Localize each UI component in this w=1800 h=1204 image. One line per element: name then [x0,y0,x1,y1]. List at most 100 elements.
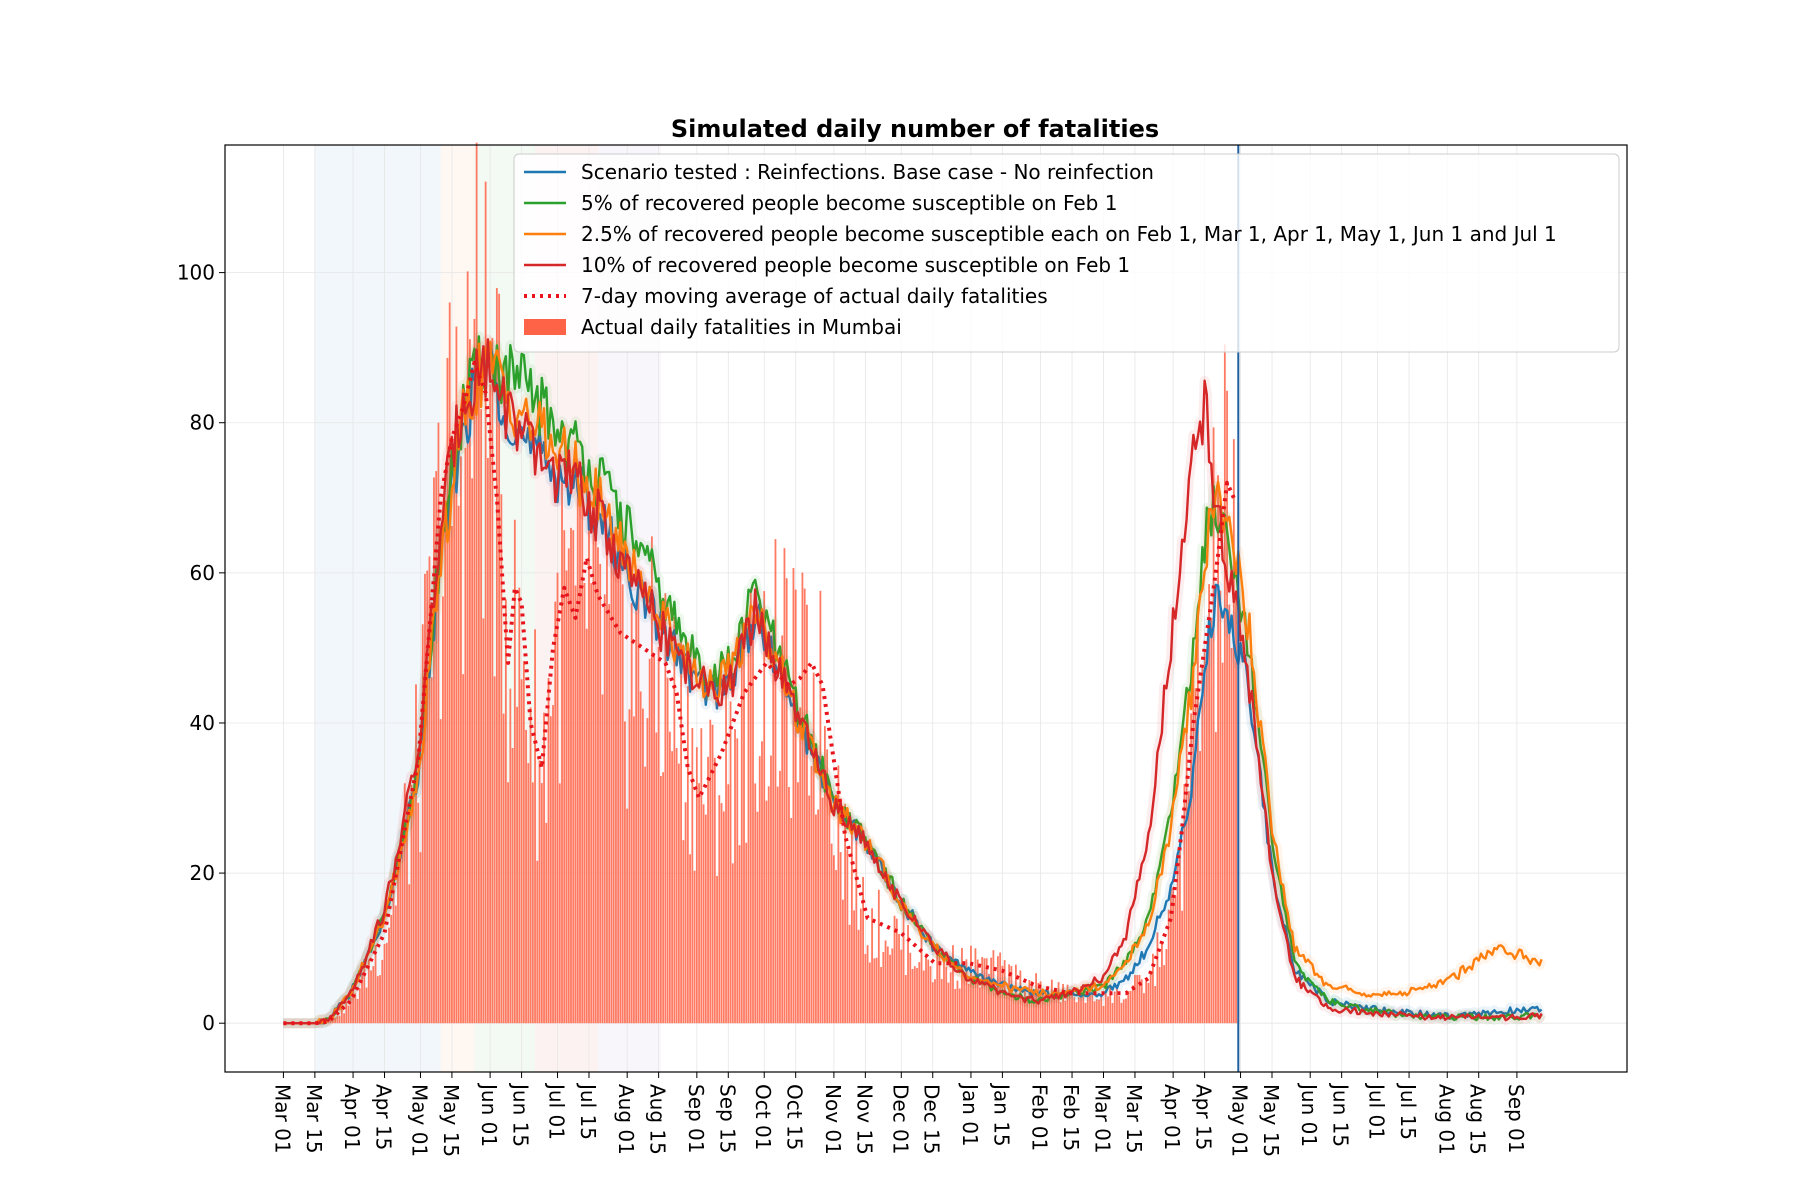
bar-day-144 [606,548,608,1023]
bar-day-91 [487,458,489,1023]
bar-day-257 [860,909,862,1024]
bar-day-162 [646,718,648,1023]
bar-day-422 [1231,648,1233,1023]
bar-day-254 [853,910,855,1023]
bar-day-137 [590,583,592,1023]
bar-day-276 [903,905,905,1023]
bar-day-145 [608,604,610,1023]
bar-day-161 [644,767,646,1024]
bar-day-233 [806,605,808,1023]
x-tick-label-14: Oct 01 [751,1084,775,1150]
bar-day-375 [1125,999,1127,1024]
bar-day-203 [739,845,741,1023]
x-tick-label-10: Aug 01 [614,1084,638,1155]
bar-day-234 [808,796,810,1024]
bar-day-285 [923,971,925,1024]
bar-day-294 [943,957,945,1023]
bar-day-256 [858,930,860,1023]
bar-day-417 [1219,591,1221,1024]
bar-day-102 [512,748,514,1023]
bar-day-118 [548,678,550,1023]
bar-day-126 [566,570,568,1023]
bar-day-50 [395,906,397,1024]
bar-day-373 [1121,1003,1123,1023]
bar-day-277 [905,975,907,1023]
bar-day-93 [491,338,493,1023]
bar-day-45 [384,944,386,1023]
bar-day-125 [563,530,565,1023]
bar-day-385 [1148,983,1150,1023]
bar-day-225 [788,787,790,1023]
bar-day-119 [550,716,552,1023]
bar-day-115 [541,783,543,1023]
x-tick-label-25: Mar 15 [1122,1084,1146,1154]
bar-day-191 [712,725,714,1023]
bar-day-250 [844,804,846,1023]
bar-day-408 [1199,751,1201,1023]
bar-day-280 [912,969,914,1023]
bar-day-212 [759,756,761,1023]
bar-day-289 [932,982,934,1023]
bar-day-397 [1174,896,1176,1024]
bar-day-176 [678,764,680,1024]
bar-day-114 [539,760,541,1023]
bar-day-81 [465,448,467,1023]
x-tick-label-33: Jul 15 [1396,1082,1420,1140]
bar-day-311 [981,957,983,1023]
bar-day-172 [669,732,671,1024]
bar-day-389 [1157,932,1159,1023]
x-tick-label-30: Jun 01 [1297,1082,1321,1147]
bar-day-84 [471,478,473,1023]
bar-day-281 [914,966,916,1023]
bar-day-40 [372,966,374,1023]
bar-day-421 [1228,605,1230,1024]
bar-day-86 [476,143,478,1024]
bar-day-219 [775,539,777,1023]
bar-day-146 [611,522,613,1023]
x-tick-label-24: Mar 01 [1090,1084,1114,1154]
bar-day-273 [896,919,898,1024]
x-tick-label-5: May 15 [439,1084,463,1157]
bar-day-186 [700,728,702,1023]
x-tick-label-3: Apr 15 [372,1084,396,1150]
x-tick-label-8: Jul 01 [545,1082,569,1140]
bar-day-246 [835,870,837,1023]
bar-day-90 [485,182,487,1024]
bar-day-362 [1096,999,1098,1023]
bar-day-158 [638,583,640,1023]
bar-day-365 [1103,1006,1105,1023]
bar-day-200 [732,863,734,1023]
bar-day-251 [846,850,848,1023]
bar-day-131 [577,461,579,1023]
bar-day-25 [339,1016,341,1024]
bar-day-171 [667,678,669,1024]
bar-day-106 [521,679,523,1023]
y-tick-label-1: 20 [190,861,215,885]
bar-day-27 [343,1013,345,1023]
bar-day-133 [581,485,583,1024]
bar-day-122 [557,573,559,1024]
bar-day-282 [916,968,918,1023]
bar-day-197 [725,678,727,1023]
bar-day-391 [1161,942,1163,1023]
bar-day-400 [1181,911,1183,1023]
y-tick-label-5: 100 [177,261,215,285]
bar-day-29 [348,1006,350,1024]
bar-day-399 [1179,849,1181,1023]
bar-day-312 [984,958,986,1023]
x-tick-label-34: Aug 01 [1434,1084,1458,1155]
bar-day-155 [631,603,633,1023]
x-tick-label-29: May 15 [1259,1084,1283,1157]
bar-day-357 [1085,1003,1087,1023]
bar-day-116 [543,713,545,1024]
bar-day-369 [1112,1003,1114,1023]
bar-day-110 [530,707,532,1023]
x-tick-label-23: Feb 15 [1059,1084,1083,1151]
bar-day-415 [1215,732,1217,1023]
bar-day-390 [1159,967,1161,1023]
bar-day-286 [925,954,927,1023]
bar-day-230 [799,707,801,1023]
